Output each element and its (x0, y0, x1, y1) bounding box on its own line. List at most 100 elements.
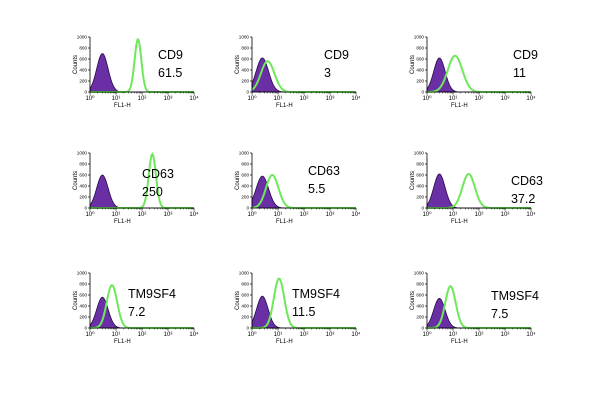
y-tick-label: 0 (421, 326, 424, 331)
histogram-panel-9: 0 200 400 600 800 1000 10⁰ 10¹ 10² 10³ 10⁴ FL1-H Cou… (410, 271, 539, 345)
y-tick-label: 200 (79, 195, 87, 200)
y-tick-label: 1000 (414, 271, 425, 276)
y-tick-label: 0 (84, 90, 87, 95)
y-tick-label: 600 (79, 173, 87, 178)
x-tick-label: 10⁰ (85, 211, 95, 218)
x-tick-label: 10⁰ (422, 95, 432, 102)
x-axis-label: FL1-H (451, 103, 468, 109)
y-axis-label: Counts (410, 291, 416, 310)
x-tick-label: 10⁴ (189, 95, 199, 102)
y-tick-label: 1000 (77, 151, 88, 156)
histogram-panel-3: 0 200 400 600 800 1000 10⁰ 10¹ 10² 10³ 10⁴ FL1-H Cou… (410, 35, 538, 109)
x-tick-label: 10⁰ (247, 331, 257, 338)
y-tick-label: 400 (241, 68, 249, 73)
y-tick-label: 0 (246, 90, 249, 95)
x-tick-label: 10⁴ (526, 95, 536, 102)
y-tick-label: 400 (79, 184, 87, 189)
x-tick-label: 10⁴ (526, 211, 536, 218)
marker-name-label: TM9SF4 (292, 287, 340, 301)
x-tick-label: 10¹ (112, 332, 121, 338)
x-tick-label: 10³ (164, 96, 173, 102)
x-tick-label: 10² (475, 212, 484, 218)
y-axis-label: Counts (235, 291, 241, 310)
y-axis-label: Counts (235, 55, 241, 74)
x-tick-label: 10³ (326, 96, 335, 102)
x-tick-label: 10⁴ (351, 331, 361, 338)
y-tick-label: 400 (416, 184, 424, 189)
x-axis-label: FL1-H (114, 339, 131, 345)
y-tick-label: 200 (79, 315, 87, 320)
x-axis-label: FL1-H (114, 103, 131, 109)
x-tick-label: 10¹ (449, 332, 458, 338)
histogram-panel-4: 0 200 400 600 800 1000 10⁰ 10¹ 10² 10³ 10⁴ FL1-H Cou… (73, 151, 199, 225)
y-tick-label: 600 (79, 57, 87, 62)
x-axis-label: FL1-H (114, 219, 131, 225)
y-tick-label: 600 (241, 173, 249, 178)
x-tick-label: 10² (138, 212, 147, 218)
x-tick-label: 10⁰ (422, 211, 432, 218)
x-tick-label: 10² (300, 332, 309, 338)
marker-value-label: 37.2 (511, 192, 535, 206)
marker-value-label: 11 (513, 66, 526, 80)
x-tick-label: 10³ (326, 212, 335, 218)
y-axis-label: Counts (73, 171, 79, 190)
y-tick-label: 800 (79, 162, 87, 167)
x-tick-label: 10¹ (274, 332, 283, 338)
x-axis-label: FL1-H (451, 339, 468, 345)
y-tick-label: 200 (416, 79, 424, 84)
y-axis-label: Counts (410, 55, 416, 74)
x-axis-label: FL1-H (276, 339, 293, 345)
x-tick-label: 10³ (501, 212, 510, 218)
x-tick-label: 10² (138, 332, 147, 338)
y-tick-label: 400 (241, 304, 249, 309)
y-tick-label: 0 (246, 206, 249, 211)
marker-value-label: 3 (324, 66, 331, 80)
x-axis-label: FL1-H (276, 219, 293, 225)
marker-name-label: CD63 (142, 167, 174, 181)
x-tick-label: 10⁴ (351, 95, 361, 102)
y-axis-label: Counts (410, 171, 416, 190)
x-tick-label: 10⁰ (85, 95, 95, 102)
histogram-panel-7: 0 200 400 600 800 1000 10⁰ 10¹ 10² 10³ 10⁴ FL1-H Cou… (73, 271, 199, 345)
y-tick-label: 1000 (77, 35, 88, 40)
marker-name-label: CD9 (158, 48, 183, 62)
y-tick-label: 400 (416, 68, 424, 73)
x-tick-label: 10¹ (274, 96, 283, 102)
x-axis-label: FL1-H (451, 219, 468, 225)
isotype-histogram (251, 57, 356, 93)
x-tick-label: 10² (475, 332, 484, 338)
x-tick-label: 10⁴ (351, 211, 361, 218)
x-tick-label: 10⁰ (422, 331, 432, 338)
y-tick-label: 1000 (239, 271, 250, 276)
x-tick-label: 10⁰ (247, 211, 257, 218)
y-tick-label: 800 (416, 282, 424, 287)
marker-name-label: CD63 (308, 164, 340, 178)
y-tick-label: 400 (79, 68, 87, 73)
x-tick-label: 10¹ (274, 212, 283, 218)
y-tick-label: 200 (416, 315, 424, 320)
x-tick-label: 10¹ (449, 212, 458, 218)
histogram-panel-5: 0 200 400 600 800 1000 10⁰ 10¹ 10² 10³ 10⁴ FL1-H Cou… (235, 151, 361, 225)
y-tick-label: 1000 (414, 35, 425, 40)
y-tick-label: 0 (84, 206, 87, 211)
x-tick-label: 10² (300, 212, 309, 218)
y-tick-label: 400 (79, 304, 87, 309)
y-axis-label: Counts (73, 55, 79, 74)
marker-name-label: CD9 (324, 48, 349, 62)
histogram-panel-1: 0 200 400 600 800 1000 10⁰ 10¹ 10² 10³ 10⁴ FL1-H Cou… (73, 35, 199, 109)
y-tick-label: 800 (241, 282, 249, 287)
y-tick-label: 1000 (414, 151, 425, 156)
y-tick-label: 800 (241, 46, 249, 51)
y-tick-label: 200 (241, 315, 249, 320)
y-tick-label: 200 (79, 79, 87, 84)
y-tick-label: 800 (79, 46, 87, 51)
x-tick-label: 10⁰ (247, 95, 257, 102)
y-tick-label: 400 (241, 184, 249, 189)
y-tick-label: 600 (416, 293, 424, 298)
x-tick-label: 10² (475, 96, 484, 102)
y-tick-label: 600 (79, 293, 87, 298)
x-tick-label: 10³ (164, 212, 173, 218)
x-tick-label: 10⁰ (85, 331, 95, 338)
marker-value-label: 250 (142, 185, 163, 199)
